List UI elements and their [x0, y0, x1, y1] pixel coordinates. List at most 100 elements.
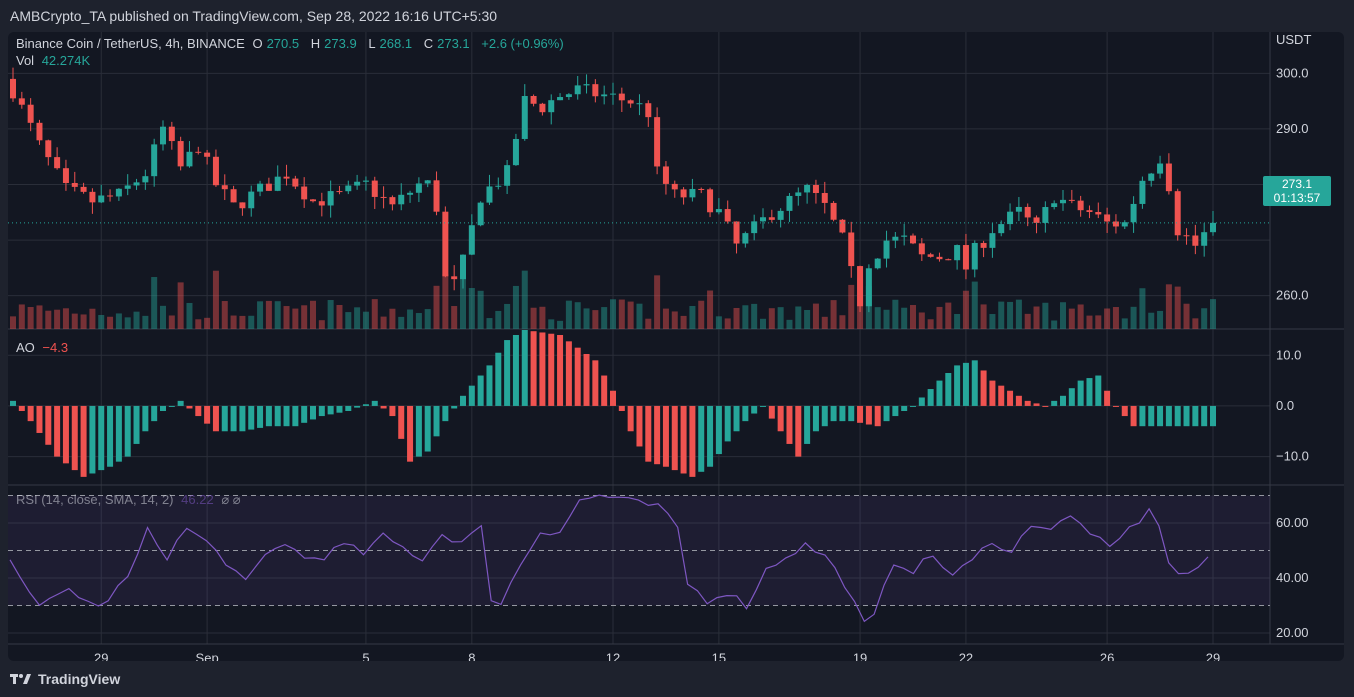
- volume-bar: [168, 315, 175, 329]
- candle-body: [724, 209, 731, 222]
- ao-bar: [27, 405, 34, 422]
- volume-bar: [142, 315, 149, 329]
- publisher-line: AMBCrypto_TA published on TradingView.co…: [0, 0, 1354, 32]
- volume-bar: [36, 305, 43, 329]
- rsi-label[interactable]: RSI (14, close, SMA, 14, 2): [16, 492, 174, 507]
- volume-bar: [512, 285, 519, 329]
- ao-bar: [283, 405, 290, 427]
- candle-body: [107, 195, 114, 197]
- price-tick-label: 260.0: [1276, 288, 1309, 303]
- volume-bar: [707, 290, 714, 329]
- candle-body: [627, 100, 634, 104]
- vol-label[interactable]: Vol: [16, 53, 35, 68]
- ao-bar: [1068, 388, 1075, 406]
- ao-bar: [962, 362, 969, 406]
- ao-bar: [239, 405, 246, 432]
- tradingview-logo[interactable]: TradingView: [10, 671, 120, 687]
- ao-bar: [848, 405, 855, 422]
- currency-label: USDT: [1276, 32, 1311, 47]
- time-tick-label: 29: [1206, 651, 1220, 661]
- candle-body: [645, 103, 652, 118]
- open-label: O: [252, 36, 263, 51]
- ao-bar: [212, 405, 219, 432]
- candle-body: [212, 156, 219, 186]
- ao-bar: [495, 352, 502, 406]
- ao-bar: [195, 405, 202, 417]
- volume-bar: [980, 304, 987, 329]
- candle-body: [186, 151, 193, 167]
- vol-value: 42.274K: [41, 53, 91, 68]
- bar-countdown: 01:13:57: [1273, 191, 1321, 205]
- ao-bar: [530, 331, 537, 406]
- volume-bar: [618, 299, 625, 329]
- volume-bar: [936, 306, 943, 329]
- volume-bar: [318, 320, 325, 329]
- ao-bar: [415, 405, 422, 457]
- candle-body: [521, 96, 528, 139]
- candle-body: [883, 240, 890, 259]
- volume-bar: [601, 307, 608, 329]
- rsi-line: [9, 494, 1209, 623]
- chart-frame[interactable]: USDT300.0290.0280.0260.010.00.0−10.060.0…: [8, 32, 1344, 661]
- volume-bar: [945, 302, 952, 329]
- candle-body: [574, 85, 581, 95]
- candle-body: [1165, 163, 1172, 192]
- candle-body: [310, 199, 316, 202]
- candle-body: [795, 192, 802, 196]
- ao-label[interactable]: AO: [16, 340, 35, 355]
- candle-body: [283, 176, 290, 179]
- candle-body: [980, 242, 987, 248]
- ao-bar: [1051, 400, 1058, 406]
- candle-body: [460, 254, 466, 280]
- ao-bar: [265, 405, 272, 427]
- volume-bar: [292, 308, 299, 329]
- ao-bar: [574, 347, 581, 406]
- candle-body: [512, 138, 519, 166]
- candle-body: [804, 184, 811, 193]
- volume-bar: [910, 305, 916, 329]
- ao-bar: [371, 400, 378, 406]
- volume-bar: [389, 308, 396, 329]
- candle-body: [257, 183, 264, 192]
- ao-bar: [804, 405, 811, 444]
- volume-bar: [283, 306, 290, 329]
- volume-bar: [265, 300, 272, 329]
- volume-bar: [230, 315, 237, 329]
- close-value: 273.1: [437, 36, 470, 51]
- volume-bar: [45, 310, 52, 329]
- volume-bar: [327, 300, 334, 329]
- candle-body: [451, 276, 458, 280]
- volume-bar: [751, 303, 758, 329]
- ao-bar: [565, 341, 572, 406]
- candle-body: [910, 235, 916, 244]
- candle-body: [71, 183, 78, 187]
- candle-body: [327, 191, 334, 206]
- candle-body: [1015, 206, 1022, 212]
- volume-bar: [565, 300, 572, 329]
- candle-body: [248, 191, 255, 209]
- candle-body: [1174, 191, 1181, 236]
- volume-bar: [1157, 310, 1164, 329]
- symbol-name[interactable]: Binance Coin / TetherUS, 4h, BINANCE: [16, 36, 245, 51]
- candle-body: [124, 185, 131, 189]
- volume-bar: [160, 305, 166, 329]
- volume-bar: [742, 305, 749, 329]
- candle-body: [221, 185, 228, 190]
- ao-bar: [18, 405, 25, 411]
- volume-bar: [715, 316, 722, 329]
- ao-bar: [954, 365, 961, 406]
- price-tick-label: 300.0: [1276, 65, 1309, 80]
- volume-bar: [848, 284, 855, 329]
- rsi-value: 46.22: [181, 492, 214, 507]
- volume-bar: [1060, 302, 1066, 329]
- ao-bar: [1007, 390, 1014, 406]
- volume-bar: [1210, 299, 1216, 329]
- candle-body: [407, 192, 414, 195]
- volume-bar: [495, 310, 502, 329]
- volume-bar: [1104, 308, 1111, 329]
- chart-svg[interactable]: USDT300.0290.0280.0260.010.00.0−10.060.0…: [8, 32, 1344, 661]
- candle-body: [1192, 235, 1199, 246]
- candle-body: [424, 180, 431, 184]
- ao-bar: [1060, 395, 1066, 406]
- low-label: L: [368, 36, 376, 51]
